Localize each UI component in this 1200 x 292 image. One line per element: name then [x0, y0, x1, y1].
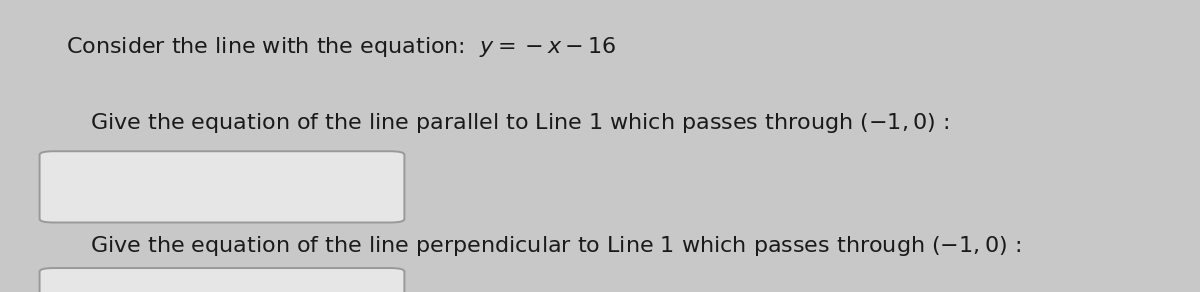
Text: Give the equation of the line perpendicular to Line 1 which passes through $( - : Give the equation of the line perpendicu…: [90, 234, 1021, 258]
FancyBboxPatch shape: [40, 268, 404, 292]
Text: Give the equation of the line parallel to Line 1 which passes through $( - 1, 0): Give the equation of the line parallel t…: [90, 111, 949, 135]
Text: Consider the line with the equation:  $y = -x - 16$: Consider the line with the equation: $y …: [66, 35, 617, 59]
FancyBboxPatch shape: [40, 151, 404, 223]
